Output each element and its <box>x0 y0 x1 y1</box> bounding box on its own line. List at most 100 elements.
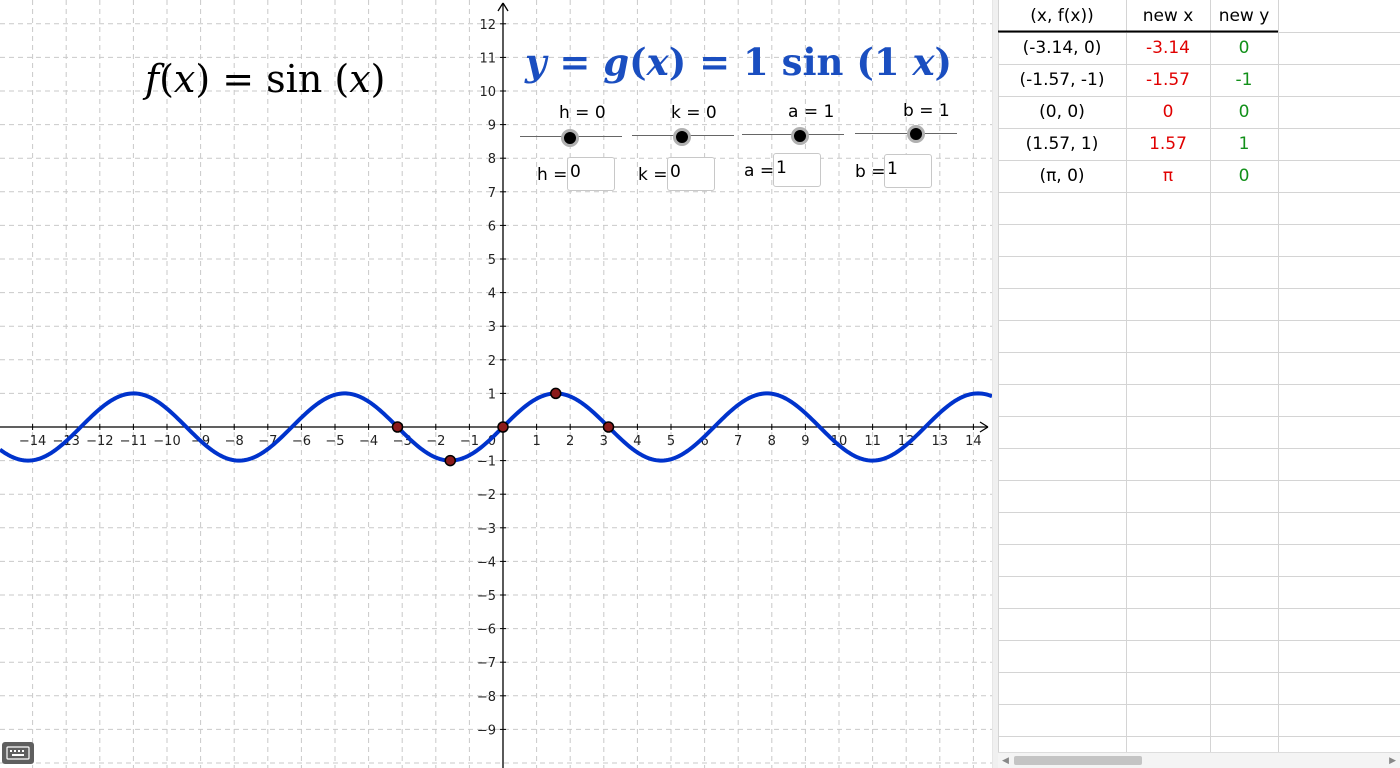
cell-new-y[interactable]: 0 <box>1238 38 1250 58</box>
slider-k-label: k = 0 <box>671 103 717 123</box>
graph-point <box>497 421 509 433</box>
y-tick-label: −6 <box>477 623 496 638</box>
slider-a-label: a = 1 <box>788 102 835 122</box>
cell-point[interactable]: (0, 0) <box>1039 102 1085 122</box>
x-tick-label: −8 <box>225 434 244 449</box>
input-b: b = 1 <box>855 154 937 190</box>
header-new-x[interactable]: new x <box>1142 6 1194 26</box>
cell-new-y[interactable]: 1 <box>1238 134 1250 154</box>
formula-g: y = g(x) = 1 sin (1 x) <box>525 40 953 84</box>
slider-b-track[interactable] <box>855 133 957 134</box>
x-tick-label: 2 <box>566 434 574 449</box>
x-tick-label: 4 <box>633 434 641 449</box>
scroll-left-icon[interactable]: ◀ <box>1002 756 1009 766</box>
keyboard-icon <box>6 746 30 760</box>
coordinate-plane[interactable]: −14 −13 −12 −11 −10 −9 −8 −7 −6 −5 −4 −3 −2 −1 1 2 3 4 5 6 7… <box>0 0 992 768</box>
spreadsheet-grid <box>998 0 1400 752</box>
cell-new-x[interactable]: 1.57 <box>1149 134 1187 154</box>
x-tick-label: −6 <box>292 434 311 449</box>
input-h: h = 0 <box>537 157 619 193</box>
y-tick-label: 11 <box>479 51 496 66</box>
input-h-field[interactable]: 0 <box>567 157 615 191</box>
input-b-label: b = <box>855 162 886 182</box>
slider-b-knob[interactable] <box>907 125 925 143</box>
slider-h[interactable]: h = 0 <box>520 103 622 147</box>
graphics-view[interactable]: −14 −13 −12 −11 −10 −9 −8 −7 −6 −5 −4 −3 −2 −1 1 2 3 4 5 6 7… <box>0 0 992 768</box>
x-tick-label: 5 <box>667 434 675 449</box>
y-tick-label: −4 <box>477 555 496 570</box>
slider-h-knob[interactable] <box>561 129 579 147</box>
y-tick-label: 3 <box>488 320 496 335</box>
sine-curve <box>0 391 992 463</box>
slider-a[interactable]: a = 1 <box>742 102 844 145</box>
y-axis-arrow <box>497 2 509 12</box>
x-tick-label: 11 <box>864 434 881 449</box>
y-tick-label: −9 <box>477 723 496 738</box>
input-k: k = 0 <box>638 157 720 193</box>
cell-new-x[interactable]: 0 <box>1162 102 1174 122</box>
y-tick-label: 12 <box>479 18 496 33</box>
cell-point[interactable]: (π, 0) <box>1039 166 1085 186</box>
x-tick-label: 8 <box>768 434 776 449</box>
origin-label: 0 <box>488 434 496 449</box>
y-tick-label: 4 <box>488 287 496 302</box>
y-tick-label: 9 <box>488 119 496 134</box>
y-tick-label: −7 <box>477 656 496 671</box>
y-tick-label: −5 <box>477 589 496 604</box>
formula-f: f(x) = sin (x) <box>145 57 386 101</box>
y-tick-label: 2 <box>488 354 496 369</box>
panel-divider[interactable] <box>992 0 998 768</box>
x-tick-label: −10 <box>153 434 180 449</box>
horizontal-scrollbar[interactable]: ◀ ▶ <box>998 752 1400 768</box>
graph-point <box>602 421 615 433</box>
x-tick-label: −12 <box>86 434 113 449</box>
x-tick-label: 1 <box>532 434 540 449</box>
y-tick-label: 5 <box>488 253 496 268</box>
x-tick-label: −14 <box>19 434 46 449</box>
x-tick-label: −4 <box>359 434 378 449</box>
x-tick-label: 13 <box>932 434 949 449</box>
y-tick-label: −1 <box>477 455 496 470</box>
scroll-right-icon[interactable]: ▶ <box>1389 756 1396 766</box>
x-tick-label: −1 <box>460 434 479 449</box>
cell-new-x[interactable]: -3.14 <box>1146 38 1190 58</box>
cell-new-y[interactable]: -1 <box>1235 70 1253 90</box>
cell-point[interactable]: (1.57, 1) <box>1025 134 1099 154</box>
cell-new-y[interactable]: 0 <box>1238 166 1250 186</box>
y-tick-label: 6 <box>488 219 496 234</box>
y-tick-label: 7 <box>488 186 496 201</box>
slider-b[interactable]: b = 1 <box>855 101 957 143</box>
input-a: a = 1 <box>744 153 826 189</box>
x-tick-label: 14 <box>965 434 982 449</box>
x-tick-label: −2 <box>426 434 445 449</box>
x-tick-label: 3 <box>600 434 608 449</box>
x-tick-label: 6 <box>700 434 708 449</box>
header-xfx[interactable]: (x, f(x)) <box>1030 6 1094 26</box>
input-k-label: k = <box>638 165 668 185</box>
cell-new-x[interactable]: π <box>1162 166 1174 186</box>
cell-point[interactable]: (-1.57, -1) <box>1019 70 1105 90</box>
input-a-field[interactable]: 1 <box>773 153 821 187</box>
graph-point <box>391 421 404 433</box>
cell-new-y[interactable]: 0 <box>1238 102 1250 122</box>
x-tick-label: −11 <box>120 434 147 449</box>
header-new-y[interactable]: new y <box>1218 6 1270 26</box>
scrollbar-thumb[interactable] <box>1014 756 1142 765</box>
slider-b-label: b = 1 <box>903 101 950 121</box>
cell-point[interactable]: (-3.14, 0) <box>1022 38 1102 58</box>
slider-a-knob[interactable] <box>791 127 809 145</box>
slider-k[interactable]: k = 0 <box>632 103 734 146</box>
input-k-field[interactable]: 0 <box>667 157 715 191</box>
slider-k-knob[interactable] <box>673 128 691 146</box>
input-b-field[interactable]: 1 <box>884 154 932 188</box>
y-tick-label: 1 <box>488 387 496 402</box>
keyboard-button[interactable] <box>2 742 34 764</box>
cell-new-x[interactable]: -1.57 <box>1146 70 1190 90</box>
x-tick-label: 7 <box>734 434 742 449</box>
y-tick-label: 8 <box>488 152 496 167</box>
slider-h-label: h = 0 <box>559 103 606 123</box>
input-h-label: h = <box>537 165 568 185</box>
spreadsheet-view: (x, f(x)) new x new y (-3.14, 0) -3.14 0… <box>998 0 1400 768</box>
x-tick-label: −5 <box>325 434 344 449</box>
x-tick-label: 9 <box>801 434 809 449</box>
